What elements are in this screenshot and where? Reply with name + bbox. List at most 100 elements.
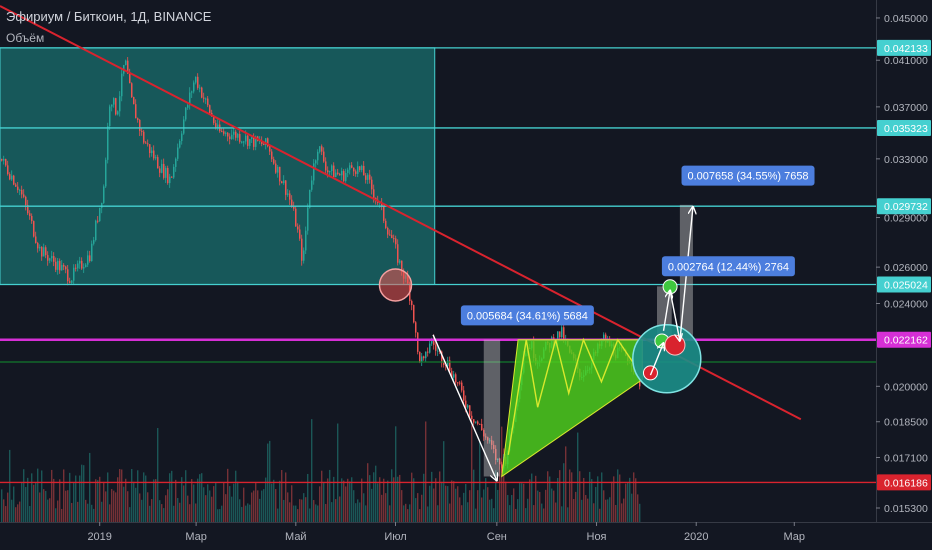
- volume-bar: [333, 476, 335, 522]
- volume-bar: [179, 502, 181, 522]
- volume-bar: [505, 481, 507, 522]
- volume-bar: [431, 471, 433, 522]
- candle: [269, 146, 271, 152]
- candle: [185, 107, 187, 120]
- volume-bar: [125, 478, 127, 522]
- volume-bar: [183, 485, 185, 522]
- candle: [129, 73, 131, 84]
- volume-bar: [29, 506, 31, 522]
- volume-bar: [521, 483, 523, 522]
- volume-bar: [231, 496, 233, 522]
- price-level-badge: [877, 198, 931, 215]
- volume-bar: [23, 469, 25, 522]
- volume-bar: [1, 489, 3, 522]
- candle: [365, 175, 367, 180]
- candle: [397, 244, 399, 263]
- chart-title[interactable]: Эфириум / Биткоин, 1Д, BINANCE: [6, 9, 212, 24]
- candle: [475, 421, 477, 423]
- candle: [167, 167, 169, 184]
- candle: [195, 76, 197, 83]
- candle: [111, 104, 113, 107]
- volume-bar: [605, 499, 607, 522]
- candle: [45, 247, 47, 256]
- price-tick-label: 0.045000: [884, 13, 928, 25]
- volume-bar: [357, 499, 359, 522]
- volume-bar: [379, 477, 381, 522]
- volume-bar: [601, 472, 603, 522]
- candle: [153, 150, 155, 159]
- volume-bar: [587, 498, 589, 522]
- candle: [459, 382, 461, 384]
- volume-bar: [39, 492, 41, 522]
- candle: [467, 405, 469, 408]
- time-tick-label: 2020: [684, 531, 708, 543]
- candle: [205, 98, 207, 100]
- candle: [29, 213, 31, 216]
- volume-bar: [141, 499, 143, 522]
- volume-bar: [115, 492, 117, 522]
- arrows: [432, 207, 693, 481]
- volume-bar: [91, 504, 93, 522]
- candle: [149, 144, 151, 154]
- volume-bar: [509, 505, 511, 522]
- candle: [207, 98, 209, 106]
- volume-bar: [95, 479, 97, 522]
- volume-bar: [301, 499, 303, 522]
- time-tick-label: Июл: [384, 531, 406, 543]
- candle: [135, 104, 137, 119]
- volume-bar: [277, 508, 279, 522]
- candle: [7, 165, 9, 175]
- volume-bar: [581, 499, 583, 522]
- arrow: [669, 290, 680, 341]
- small-circle: [378, 268, 413, 302]
- candle: [187, 105, 189, 108]
- price-level-badge: [877, 276, 931, 293]
- candle: [103, 186, 105, 203]
- volume-bar: [191, 479, 193, 522]
- candle: [361, 165, 363, 171]
- volume-bar: [457, 486, 459, 522]
- candle: [381, 202, 383, 206]
- volume-bar: [347, 478, 349, 522]
- candle: [457, 382, 459, 384]
- candle: [73, 267, 75, 281]
- candle: [21, 189, 23, 195]
- volume-bar: [421, 494, 423, 522]
- volume-bar: [221, 505, 223, 522]
- volume-indicator-label[interactable]: Объём: [6, 31, 45, 45]
- volume-bar: [369, 475, 371, 522]
- candle: [449, 360, 451, 371]
- volume-bar: [233, 483, 235, 522]
- volume-bar: [363, 493, 365, 522]
- volume-bar: [161, 504, 163, 522]
- candle: [603, 334, 605, 341]
- candle: [221, 131, 223, 133]
- time-tick-label: Май: [285, 531, 307, 543]
- candle: [93, 240, 95, 244]
- volume-bar: [319, 486, 321, 522]
- volume-bar: [463, 492, 465, 522]
- volume-bar: [133, 481, 135, 522]
- candle: [121, 73, 123, 97]
- candle: [263, 143, 265, 146]
- candle: [295, 208, 297, 227]
- candle: [333, 165, 335, 178]
- volume-bar: [205, 495, 207, 522]
- candle: [141, 130, 143, 132]
- volume-bar: [299, 499, 301, 522]
- candle: [69, 281, 71, 283]
- volume-bar: [537, 490, 539, 522]
- volume-bar: [11, 499, 13, 522]
- arrow: [432, 334, 497, 481]
- candle: [281, 181, 283, 184]
- volume-bar: [613, 476, 615, 522]
- candle: [249, 139, 251, 146]
- volume-bar: [207, 484, 209, 522]
- volume-bar: [153, 479, 155, 522]
- volume-bar: [351, 477, 353, 522]
- volume-bar: [251, 492, 253, 522]
- price-level-label: 0.035323: [884, 123, 928, 135]
- volume-bar: [255, 481, 257, 522]
- volume-bar: [543, 508, 545, 522]
